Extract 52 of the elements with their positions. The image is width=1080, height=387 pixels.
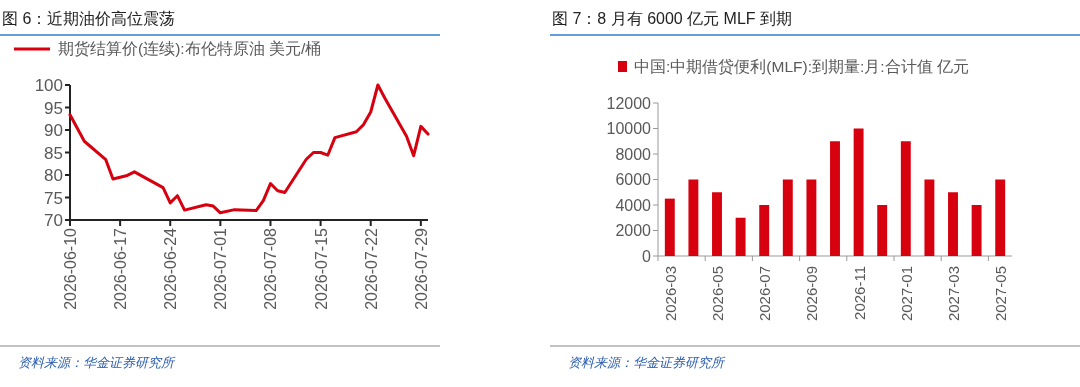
y-tick-label: 8000 (615, 145, 652, 163)
y-tick-label: 10000 (606, 120, 652, 138)
x-tick-label: 2026-07-22 (362, 227, 380, 310)
x-tick-label: 2026-07-01 (212, 227, 230, 310)
y-tick-label: 85 (44, 143, 63, 163)
y-tick-label: 0 (642, 247, 652, 265)
x-tick-label: 2026-03 (661, 266, 679, 322)
bar (712, 192, 722, 256)
x-tick-label: 2026-06-17 (112, 227, 130, 310)
x-tick-label: 2026-07-29 (412, 227, 430, 310)
x-tick-label: 2026-07-15 (312, 227, 330, 310)
x-tick-label: 2026-07-08 (262, 227, 280, 310)
bar (877, 205, 888, 256)
y-tick-label: 4000 (615, 196, 652, 214)
chart-title: 图 6：近期油价高位震荡 (2, 10, 176, 27)
line-series (68, 83, 430, 215)
legend-label: 中国:中期借贷便利(MLF):到期量:月:合计值 亿元 (634, 58, 969, 75)
bar (688, 179, 699, 256)
y-tick-label: 12000 (606, 94, 652, 112)
bar (924, 179, 935, 256)
legend-label: 期货结算价(连续):布伦特原油 美元/桶 (58, 40, 322, 57)
x-tick-label: 2027-03 (945, 266, 962, 322)
x-tick-label: 2026-11 (850, 266, 868, 320)
text: 资料来源：华金证券研究所 (568, 355, 726, 370)
bar (735, 217, 746, 256)
x-tick-label: 2027-01 (897, 266, 915, 322)
y-tick-label: 75 (44, 188, 63, 208)
bar (948, 192, 958, 256)
bar (853, 128, 864, 256)
bar (759, 205, 770, 256)
bar (900, 141, 911, 256)
x-tick-label: 2026-07 (756, 266, 774, 322)
y-tick-label: 95 (44, 98, 63, 118)
bar (830, 141, 840, 256)
bar (782, 179, 793, 256)
y-tick-label: 6000 (615, 171, 652, 189)
y-tick-label: 100 (34, 76, 63, 96)
x-tick-label: 2027-05 (992, 266, 1010, 322)
text: 资料来源：华金证券研究所 (18, 355, 176, 370)
bar (995, 179, 1006, 256)
x-tick-label: 2026-06-24 (162, 227, 180, 310)
y-tick-label: 90 (44, 121, 63, 141)
bar (664, 198, 675, 256)
bar (971, 205, 982, 256)
x-tick-label: 2026-09 (803, 266, 821, 322)
y-tick-label: 70 (44, 211, 63, 231)
chart-title: 图 7：8 月有 6000 亿元 MLF 到期 (552, 10, 793, 27)
bar (806, 179, 817, 256)
y-tick-label: 2000 (615, 222, 652, 240)
x-tick-label: 2026-06-10 (62, 227, 79, 310)
x-tick-label: 2026-05 (709, 266, 726, 322)
y-tick-label: 80 (44, 166, 63, 186)
